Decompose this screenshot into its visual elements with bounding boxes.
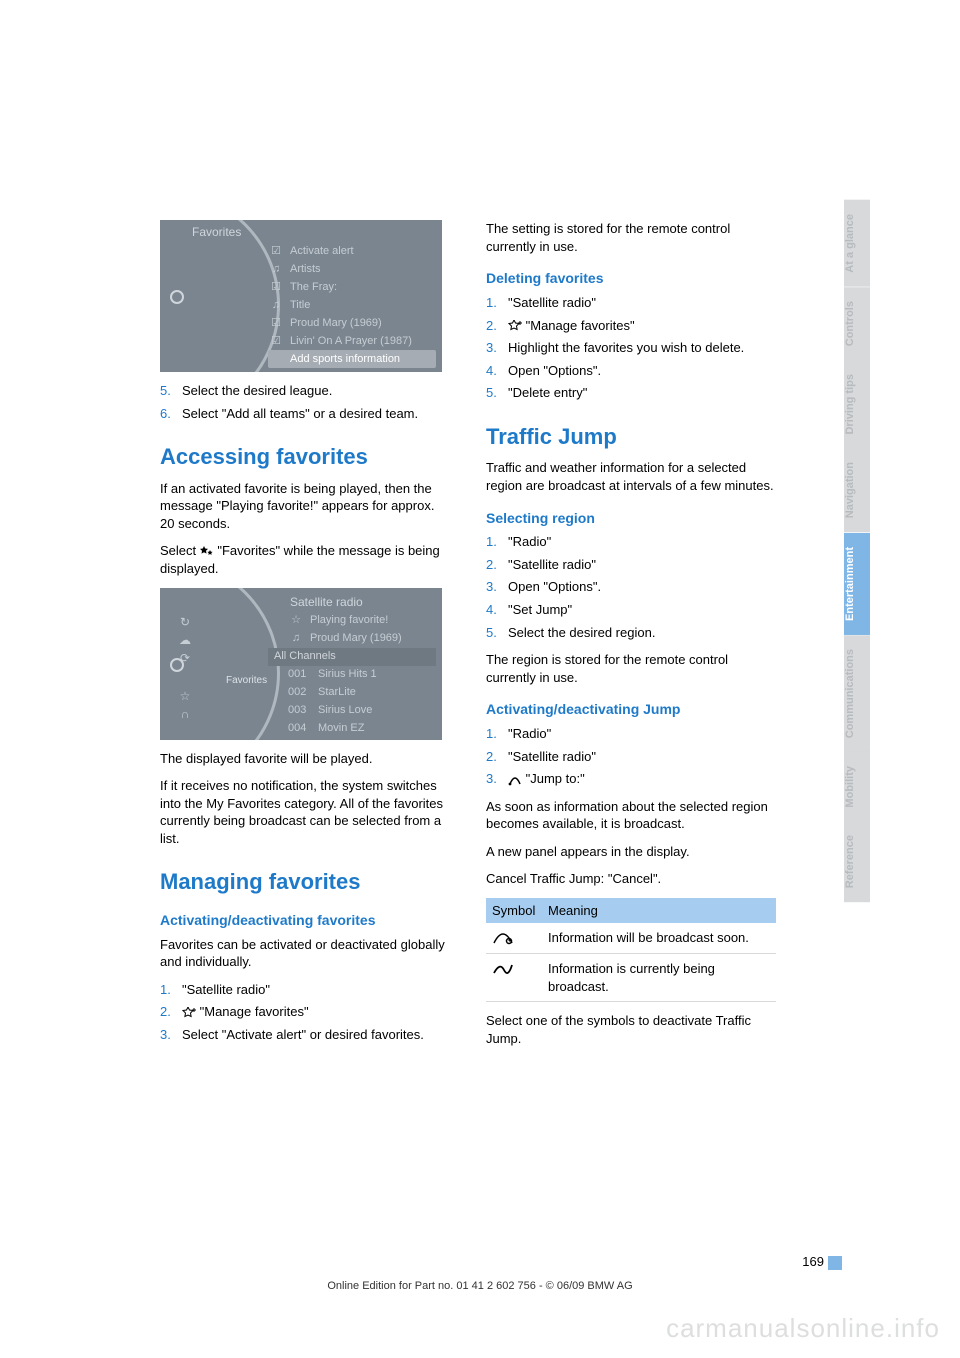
d2: "Manage favorites" xyxy=(508,317,635,335)
page: Favorites ☑Activate alert ♫Artists ☑The … xyxy=(0,0,960,1358)
d5: "Delete entry" xyxy=(508,384,587,402)
heading-managing-favorites: Managing favorites xyxy=(160,867,450,897)
disp-p1: The displayed favorite will be played. xyxy=(160,750,450,768)
aj-p2: A new panel appears in the display. xyxy=(486,843,776,861)
tab-navigation[interactable]: Navigation xyxy=(844,448,870,532)
symbol-broadcasting-icon xyxy=(486,954,542,1002)
step-6: Select "Add all teams" or a desired team… xyxy=(182,405,418,423)
tbl-h1: Symbol xyxy=(486,898,542,924)
aj-p1: As soon as information about the selecte… xyxy=(486,798,776,833)
section-tabs: At a glance Controls Driving tips Naviga… xyxy=(844,200,870,903)
step-5: Select the desired league. xyxy=(182,382,332,400)
tbl-h2: Meaning xyxy=(542,898,776,924)
right-column: The setting is stored for the remote con… xyxy=(486,220,776,1057)
tj-p: Traffic and weather information for a se… xyxy=(486,459,776,494)
s3: Open "Options". xyxy=(508,578,601,596)
shot1-title: Favorites xyxy=(192,224,241,240)
tab-entertainment[interactable]: Entertainment xyxy=(844,533,870,635)
access-p1: If an activated favorite is being played… xyxy=(160,480,450,533)
jump-steps: 1."Radio" 2."Satellite radio" 3. "Jump t… xyxy=(486,725,776,788)
tab-reference[interactable]: Reference xyxy=(844,821,870,902)
heading-act-deact-jump: Activating/deactivating Jump xyxy=(486,700,776,719)
manage-steps: 1."Satellite radio" 2. "Manage favorites… xyxy=(160,981,450,1044)
steps-5-6: 5.Select the desired league. 6.Select "A… xyxy=(160,382,450,422)
s4: "Set Jump" xyxy=(508,601,572,619)
m-step2: "Manage favorites" xyxy=(182,1003,309,1021)
aj-p3: Cancel Traffic Jump: "Cancel". xyxy=(486,870,776,888)
jump-icon xyxy=(508,774,522,786)
a1: "Radio" xyxy=(508,725,551,743)
favorites-star-icon xyxy=(200,546,214,558)
heading-act-deact-favorites: Activating/deactivating favorites xyxy=(160,911,450,930)
stored-p: The setting is stored for the remote con… xyxy=(486,220,776,255)
symbol-broadcast-soon-icon xyxy=(486,923,542,953)
heading-deleting-favorites: Deleting favorites xyxy=(486,269,776,288)
delete-steps: 1."Satellite radio" 2. "Manage favorites… xyxy=(486,294,776,402)
tj-off: Select one of the symbols to deactivate … xyxy=(486,1012,776,1047)
d4: Open "Options". xyxy=(508,362,601,380)
s1: "Radio" xyxy=(508,533,551,551)
manage-favorites-icon xyxy=(508,320,522,332)
d3: Highlight the favorites you wish to dele… xyxy=(508,339,744,357)
tbl-r2: Information is currently being broadcast… xyxy=(542,954,776,1002)
tab-communications[interactable]: Communications xyxy=(844,635,870,752)
selecting-steps: 1."Radio" 2."Satellite radio" 3.Open "Op… xyxy=(486,533,776,641)
watermark: carmanualsonline.info xyxy=(666,1313,940,1344)
tab-driving-tips[interactable]: Driving tips xyxy=(844,360,870,449)
a2: "Satellite radio" xyxy=(508,748,596,766)
footer-text: Online Edition for Part no. 01 41 2 602 … xyxy=(0,1280,960,1292)
tab-at-a-glance[interactable]: At a glance xyxy=(844,200,870,287)
shot2-title: Satellite radio xyxy=(290,594,363,610)
tbl-r1: Information will be broadcast soon. xyxy=(542,923,776,953)
page-number: 169 xyxy=(802,1254,842,1270)
sel-p: The region is stored for the remote cont… xyxy=(486,651,776,686)
heading-traffic-jump: Traffic Jump xyxy=(486,422,776,452)
m-step3: Select "Activate alert" or desired favor… xyxy=(182,1026,424,1044)
m-step1: "Satellite radio" xyxy=(182,981,270,999)
symbol-legend-table: SymbolMeaning Information will be broadc… xyxy=(486,898,776,1002)
s5: Select the desired region. xyxy=(508,624,655,642)
d1: "Satellite radio" xyxy=(508,294,596,312)
content-columns: Favorites ☑Activate alert ♫Artists ☑The … xyxy=(160,220,870,1057)
s2: "Satellite radio" xyxy=(508,556,596,574)
actdeact-p: Favorites can be activated or deactivate… xyxy=(160,936,450,971)
heading-selecting-region: Selecting region xyxy=(486,509,776,528)
idrive-screenshot-satellite: Satellite radio Favorites ↻ ☁ ⟳ ☆ ∩ ☆Pla… xyxy=(160,588,442,740)
manage-favorites-icon xyxy=(182,1007,196,1019)
a3: "Jump to:" xyxy=(508,770,585,788)
disp-p2: If it receives no notification, the syst… xyxy=(160,777,450,847)
heading-accessing-favorites: Accessing favorites xyxy=(160,442,450,472)
tab-mobility[interactable]: Mobility xyxy=(844,752,870,822)
left-column: Favorites ☑Activate alert ♫Artists ☑The … xyxy=(160,220,450,1057)
tab-controls[interactable]: Controls xyxy=(844,287,870,360)
access-p2: Select "Favorites" while the message is … xyxy=(160,542,450,577)
idrive-screenshot-favorites: Favorites ☑Activate alert ♫Artists ☑The … xyxy=(160,220,442,372)
